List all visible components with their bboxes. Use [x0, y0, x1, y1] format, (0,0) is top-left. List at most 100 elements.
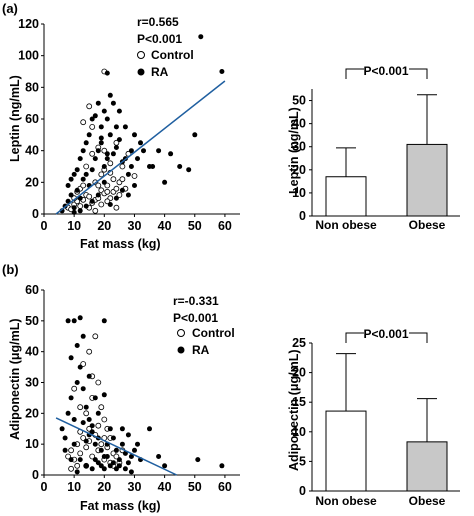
scatter-a-ra-point	[95, 192, 101, 198]
scatter-b-ra-point	[122, 466, 128, 472]
scatter-b-control-point	[77, 450, 84, 457]
scatter-a-x-tick-label: 20	[97, 219, 111, 233]
scatter-a-y-tick-label: 120	[18, 17, 39, 31]
bar-b-ylabel: Adiponectin (μg/mL)	[287, 349, 301, 471]
scatter-b-ra-point	[68, 355, 74, 361]
legend-b-ra-marker	[177, 346, 185, 354]
scatter-a-ra-point	[219, 69, 225, 74]
scatter-a-control-point	[131, 173, 138, 179]
scatter-a-ra-point	[162, 179, 168, 185]
scatter-b-ra-point	[65, 318, 71, 324]
scatter-a-y-tick-label: 20	[25, 175, 39, 189]
scatter-b-ra-point	[135, 441, 140, 447]
scatter-a-ylabel: Leptin (ng/mL)	[8, 75, 22, 162]
bar-a-y-tick-label: 30	[292, 140, 306, 154]
bar-a-bar-non-obese	[325, 176, 367, 217]
scatter-b-ra-point	[86, 373, 92, 379]
scatter-b-ra-point	[101, 392, 107, 398]
scatter-b-ra-point	[71, 417, 77, 422]
scatter-b-ra-point	[74, 469, 80, 475]
scatter-b-x-tick-label: 10	[67, 480, 81, 494]
scatter-a-ra-point	[101, 179, 107, 185]
scatter-b-ra-point	[219, 463, 225, 469]
scatter-a-control-point	[113, 185, 120, 192]
scatter-a-control-point	[80, 119, 87, 126]
scatter-a-xlabel: Fat mass (kg)	[80, 237, 161, 251]
scatter-a-x-tick-label: 50	[188, 219, 202, 233]
scatter-b-y-tick-label: 0	[32, 468, 39, 482]
scatter-a-ra-point	[150, 164, 156, 169]
scatter-b-control-point	[83, 444, 90, 451]
scatter-a-control-point	[104, 182, 111, 189]
bar-a-category-non-obese: Non obese	[315, 218, 377, 232]
bar-a-significance: P<0.001	[363, 64, 408, 78]
scatter-b-ra-point	[83, 438, 89, 444]
legend-a-control-marker	[137, 51, 145, 59]
scatter-b-ra-point	[98, 463, 104, 469]
scatter-b-ra-point	[68, 457, 74, 463]
scatter-b-y-tick-label: 30	[25, 376, 39, 390]
scatter-a-ra-point	[89, 167, 95, 173]
scatter-b-ra-point	[156, 454, 162, 459]
scatter-a-ra-point	[132, 183, 137, 188]
bar-b-y-tick-label: 10	[292, 425, 306, 439]
scatter-a-ra-point	[95, 100, 101, 106]
scatter-b-ra-point	[95, 460, 101, 466]
scatter-b-ra-point	[62, 447, 68, 453]
scatter-a-ra-point	[77, 156, 83, 162]
scatter-a-control-point	[95, 182, 102, 189]
scatter-b-ra-point	[71, 441, 77, 447]
scatter-a-control-point	[89, 150, 96, 157]
scatter-a-ra-point	[116, 137, 122, 143]
scatter-b-control-point	[68, 465, 74, 472]
scatter-a-ra-point	[125, 171, 131, 177]
scatter-a-ra-point	[101, 164, 107, 169]
scatter-b-ra-point	[92, 457, 98, 463]
bar-b-y-tick-label: 15	[292, 395, 306, 409]
scatter-a-ra-point	[80, 176, 86, 182]
scatter-a-y-tick-label: 100	[18, 49, 39, 63]
scatter-a-ra-point	[116, 108, 122, 114]
scatter-a-ra-point	[119, 187, 125, 193]
scatter-a-ra-point	[74, 187, 80, 193]
scatter-a-control-point	[89, 124, 96, 130]
scatter-b-ra-point	[125, 460, 131, 466]
bar-b-y-tick-label: 0	[299, 484, 306, 498]
scatter-b-r-value: r=-0.331	[173, 294, 219, 308]
scatter-a-ra-point	[77, 208, 83, 214]
scatter-a-ra-point	[65, 183, 71, 188]
scatter-a-ra-point	[132, 132, 137, 138]
scatter-a-ra-point	[156, 148, 162, 154]
scatter-a-ra-point	[177, 164, 183, 169]
bar-b-significance-bracket	[345, 332, 428, 343]
scatter-b-control-point	[74, 462, 81, 469]
scatter-b-ra-point	[125, 432, 131, 438]
scatter-b-control-point	[86, 348, 93, 355]
scatter-b-ra-point	[132, 447, 137, 453]
bar-b-y-tick-label: 20	[292, 366, 306, 380]
scatter-a-control-point	[86, 103, 93, 110]
scatter-b-ra-point	[128, 469, 134, 475]
scatter-a-ra-point	[141, 148, 146, 154]
scatter-b-y-tick-label: 40	[25, 345, 39, 359]
scatter-a-control-point	[98, 201, 105, 208]
scatter-b-ylabel: Adiponectin (μg/mL)	[8, 318, 22, 440]
scatter-b-ra-point	[62, 435, 68, 441]
scatter-b-control-point	[80, 435, 87, 441]
scatter-a-ra-point	[104, 116, 110, 122]
scatter-b-ra-point	[80, 333, 86, 339]
scatter-b-regression-line	[55, 417, 177, 476]
scatter-a-ra-point	[138, 140, 143, 146]
scatter-a-ra-point	[104, 70, 110, 76]
scatter-b-ra-point	[65, 410, 71, 416]
scatter-b-ra-point	[74, 343, 80, 348]
scatter-b-ra-point	[119, 441, 125, 447]
scatter-b-x-tick-label: 40	[158, 480, 172, 494]
scatter-b-control-point	[98, 441, 105, 448]
scatter-b-ra-point	[110, 460, 116, 466]
bar-a-bar-obese	[406, 143, 448, 217]
scatter-a-ra-point	[128, 148, 134, 154]
scatter-a-p-value: P<0.001	[137, 32, 182, 46]
panel-label-a: (a)	[2, 1, 18, 16]
